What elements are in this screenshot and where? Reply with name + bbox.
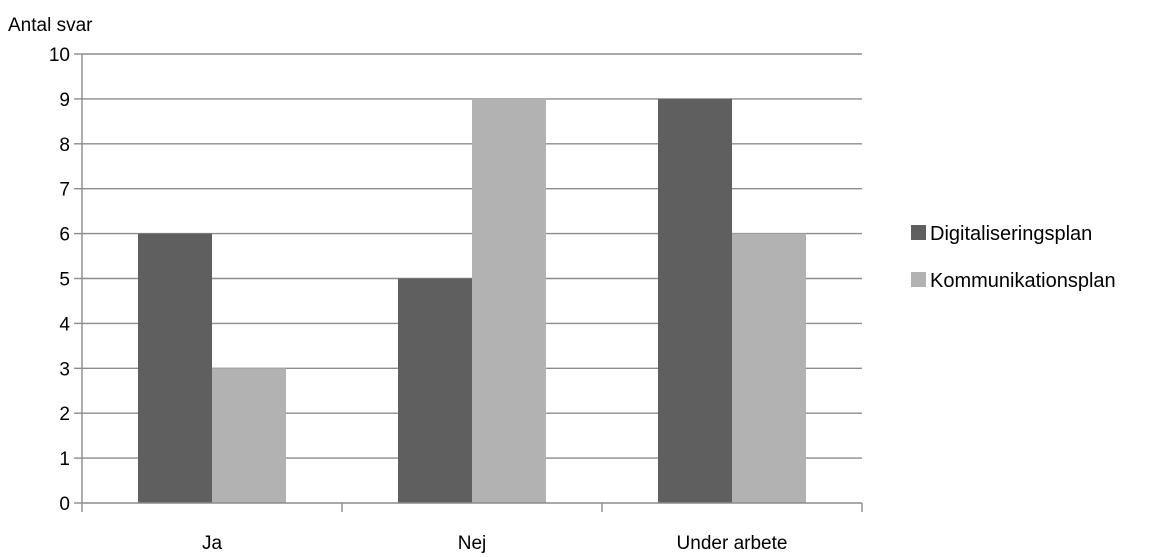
axis-labels: Antal svar 0 1 2 3 4 5 6 7 8 9 10 Ja Nej Under arbete bbox=[8, 15, 787, 554]
y-tick-label: 9 bbox=[59, 90, 70, 111]
bar bbox=[212, 368, 286, 503]
bar bbox=[472, 98, 546, 504]
legend-label: Kommunikationsplan bbox=[930, 270, 1116, 292]
y-tick-label: 10 bbox=[49, 45, 70, 66]
y-tick-label: 0 bbox=[59, 494, 70, 515]
bar bbox=[658, 98, 732, 504]
x-tick-label: Nej bbox=[458, 533, 487, 554]
legend-swatch bbox=[911, 272, 926, 287]
legend-label: Digitaliseringsplan bbox=[930, 223, 1092, 245]
y-tick-label: 4 bbox=[59, 314, 70, 335]
y-tick-label: 1 bbox=[59, 449, 70, 470]
y-tick-label: 8 bbox=[59, 135, 70, 156]
y-tick-label: 6 bbox=[59, 225, 70, 246]
legend-swatch bbox=[911, 225, 926, 240]
bar bbox=[138, 233, 212, 503]
y-axis-title: Antal svar bbox=[8, 15, 93, 36]
x-tick-label: Under arbete bbox=[677, 533, 788, 554]
y-tick-label: 3 bbox=[59, 359, 70, 380]
y-tick-label: 5 bbox=[59, 270, 70, 291]
bars bbox=[138, 98, 806, 504]
bar bbox=[398, 278, 472, 503]
legend: Digitaliseringsplan Kommunikationsplan bbox=[911, 223, 1116, 292]
axes bbox=[74, 53, 863, 512]
x-tick-label: Ja bbox=[202, 533, 223, 554]
y-tick-label: 7 bbox=[59, 180, 70, 201]
bar bbox=[732, 233, 806, 503]
y-tick-label: 2 bbox=[59, 404, 70, 425]
